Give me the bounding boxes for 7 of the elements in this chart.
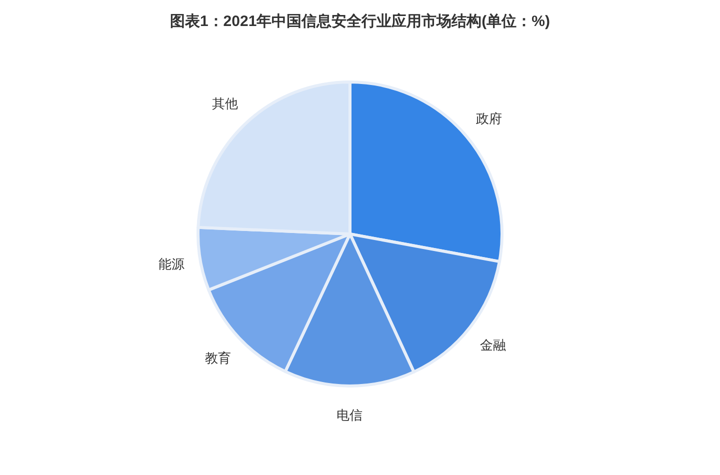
slice-label: 其他 (212, 96, 238, 111)
slice-label: 电信 (336, 407, 362, 422)
slice-label: 能源 (158, 256, 185, 272)
chart-title: 图表1：2021年中国信息安全行业应用市场结构(单位：%) (170, 12, 550, 30)
slice-label: 教育 (205, 350, 232, 366)
slice-label: 金融 (480, 337, 506, 352)
slice-label: 政府 (476, 110, 502, 126)
